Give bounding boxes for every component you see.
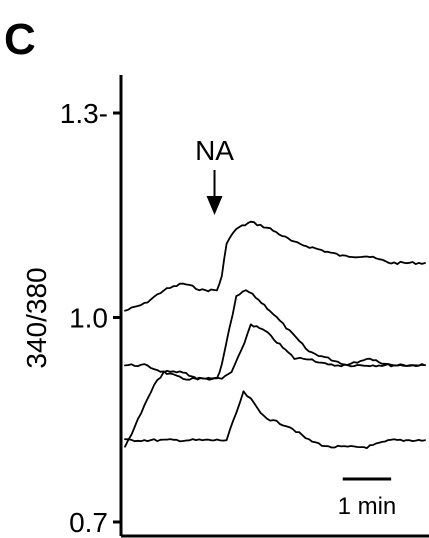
trace-4 (124, 390, 426, 449)
y-ticks: 1.3- 1.0 0.7 (60, 98, 121, 538)
na-arrow-head (206, 196, 223, 215)
trace-3 (124, 323, 426, 448)
scale-bar-label: 1 min (338, 493, 397, 520)
trace-1 (124, 220, 426, 312)
y-axis-label: 340/380 (21, 267, 52, 368)
trace-2 (124, 289, 426, 381)
y-tick-label: 1.3- (60, 98, 108, 129)
y-tick-label: 1.0 (69, 303, 108, 334)
scale-bar: 1 min (338, 477, 397, 520)
na-label: NA (195, 135, 234, 166)
y-tick-label: 0.7 (69, 507, 108, 538)
traces (124, 220, 426, 449)
na-annotation: NA (195, 135, 234, 215)
panel-letter: C (4, 15, 36, 64)
